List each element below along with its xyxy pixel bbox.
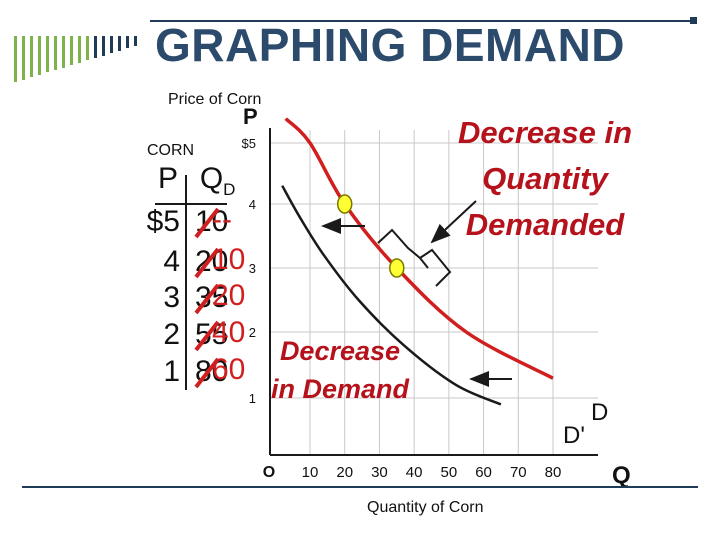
origin-label: O [263,464,275,481]
x-tick-label: 10 [302,464,319,481]
highlighted-point [389,258,405,278]
y-tick-label: 4 [249,197,256,212]
title-decoration-bars [14,36,140,86]
decoration-bar [102,36,105,56]
decoration-bar [30,36,33,78]
decoration-bar [46,36,49,73]
x-axis-title: Quantity of Corn [367,499,484,516]
slide-title: GRAPHING DEMAND [154,19,626,71]
decoration-bar [14,36,17,82]
demand-curve-d-prime [281,185,502,406]
x-axis-letter: Q [612,462,631,489]
decoration-bar [118,36,121,51]
table-header-rule [155,203,227,205]
table-price-cell: $5 [146,205,180,238]
table-header-quantity-sub: D [223,180,236,199]
x-tick-label: 40 [406,464,423,481]
curve-label-d-prime: D' [563,422,585,449]
decoration-bar [62,36,65,68]
table-price-cell: 1 [163,355,180,388]
strike-through-mark [194,320,220,352]
table-divider [185,175,187,390]
y-axis-letter: P [243,104,258,129]
demand-curve-d [284,117,554,380]
title-rule-endcap [690,17,697,24]
x-tick-label: 70 [510,464,527,481]
table-price-cell: 3 [163,281,180,314]
x-tick-label: 20 [336,464,353,481]
table-header-price: P [158,162,178,195]
table-price-cell: 2 [163,318,180,351]
y-tick-label: 2 [249,325,256,340]
table-header: P QD [158,162,235,200]
strike-through-mark [194,247,220,279]
y-tick-label: 1 [249,391,256,406]
annotation-decrease-quantity-demanded: Decrease in Quantity Demanded [457,115,633,242]
curve-label-d: D [591,399,609,426]
strike-through-mark [194,283,220,315]
decoration-bar [54,36,57,70]
decoration-bar [38,36,41,75]
decoration-bar [94,36,97,58]
y-axis-title: Price of Corn [168,91,262,108]
x-tick-label: 30 [371,464,388,481]
bracket-tip [419,257,429,269]
title-top-rule [150,20,695,22]
decoration-bar [22,36,25,80]
decoration-bar [78,36,81,63]
bottom-rule [22,486,698,488]
strike-through-mark [194,207,220,239]
arrow-to-bracket [430,200,477,244]
decoration-bar [134,36,137,46]
y-tick-label: 3 [249,261,256,276]
decoration-bar [126,36,129,49]
table-caption: CORN [147,142,195,159]
decoration-bar [86,36,89,61]
highlighted-point [336,194,353,214]
table-price-cell: 4 [163,245,180,278]
decoration-bar [70,36,73,66]
annotation-decrease-in-demand: Decrease in Demand [270,336,410,404]
table-header-quantity: Q [199,162,224,195]
decoration-bar [110,36,113,54]
y-tick-label: $5 [242,136,256,151]
x-tick-label: 60 [475,464,492,481]
strike-through-mark [194,357,220,389]
x-tick-label: 80 [545,464,562,481]
x-tick-label: 50 [441,464,458,481]
